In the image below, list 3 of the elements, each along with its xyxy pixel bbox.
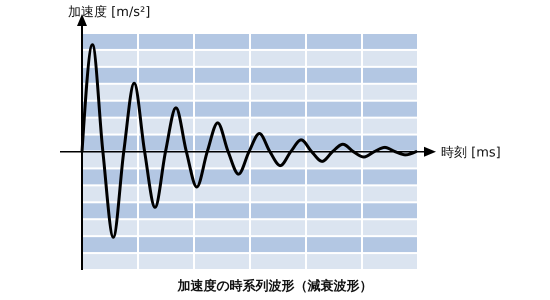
- text: 加速度の時系列波形（減衰波形）: [176, 278, 372, 294]
- y-axis-title: 加速度 [m/s²]: [68, 4, 150, 20]
- x-axis-title: 時刻 [ms]: [441, 146, 501, 161]
